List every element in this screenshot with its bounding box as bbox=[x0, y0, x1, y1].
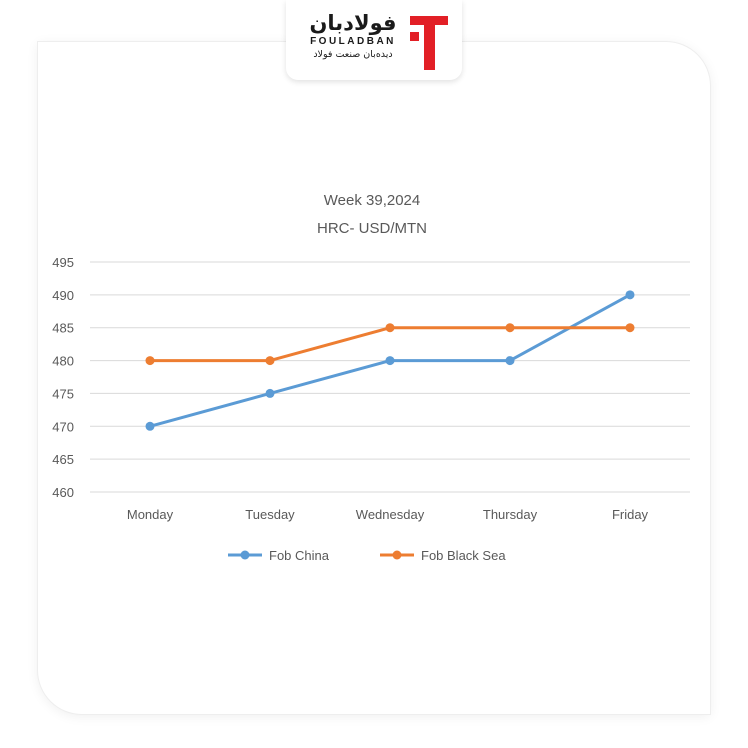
brand-tagline: دیده‌بان صنعت فولاد bbox=[313, 49, 393, 60]
brand-logo: فولادبان FOULADBAN دیده‌بان صنعت فولاد bbox=[286, 0, 462, 80]
data-point bbox=[265, 356, 275, 366]
data-point bbox=[625, 323, 635, 333]
chart-title-line-1: Week 39,2024 bbox=[324, 192, 420, 209]
x-tick-label: Wednesday bbox=[356, 507, 425, 522]
y-tick-label: 475 bbox=[52, 386, 74, 401]
y-tick-label: 480 bbox=[52, 354, 74, 369]
logo-text: فولادبان FOULADBAN دیده‌بان صنعت فولاد bbox=[298, 10, 408, 62]
y-tick-label: 490 bbox=[52, 288, 74, 303]
y-tick-label: 495 bbox=[52, 255, 74, 270]
y-tick-label: 485 bbox=[52, 321, 74, 336]
y-tick-label: 465 bbox=[52, 452, 74, 467]
legend-label-0: Fob China bbox=[269, 548, 330, 563]
chart-title-line-2: HRC- USD/MTN bbox=[317, 220, 427, 237]
data-point bbox=[145, 356, 155, 366]
legend-marker-0 bbox=[240, 550, 250, 560]
data-point bbox=[385, 356, 395, 366]
x-tick-label: Monday bbox=[127, 507, 174, 522]
data-point bbox=[145, 421, 155, 431]
y-tick-label: 460 bbox=[52, 485, 74, 500]
legend-marker-1 bbox=[392, 550, 402, 560]
x-tick-label: Thursday bbox=[483, 507, 538, 522]
x-tick-label: Tuesday bbox=[245, 507, 295, 522]
data-point bbox=[505, 356, 515, 366]
chart-card bbox=[38, 42, 710, 714]
x-tick-label: Friday bbox=[612, 507, 649, 522]
y-axis-ticks: 460 465 470 475 480 485 490 495 bbox=[52, 255, 74, 500]
data-point bbox=[265, 388, 275, 398]
x-axis-ticks: Monday Tuesday Wednesday Thursday Friday bbox=[127, 507, 649, 522]
brand-name-fa: فولادبان bbox=[309, 11, 397, 35]
data-point bbox=[625, 290, 635, 300]
y-tick-label: 470 bbox=[52, 419, 74, 434]
legend: Fob China Fob Black Sea bbox=[228, 548, 506, 563]
gridlines bbox=[90, 261, 690, 493]
legend-label-1: Fob Black Sea bbox=[421, 548, 506, 563]
data-point bbox=[505, 323, 515, 333]
series-layer bbox=[145, 290, 635, 431]
data-point bbox=[385, 323, 395, 333]
brand-name-en: FOULADBAN bbox=[310, 36, 396, 47]
brand-mark-icon bbox=[410, 16, 448, 70]
